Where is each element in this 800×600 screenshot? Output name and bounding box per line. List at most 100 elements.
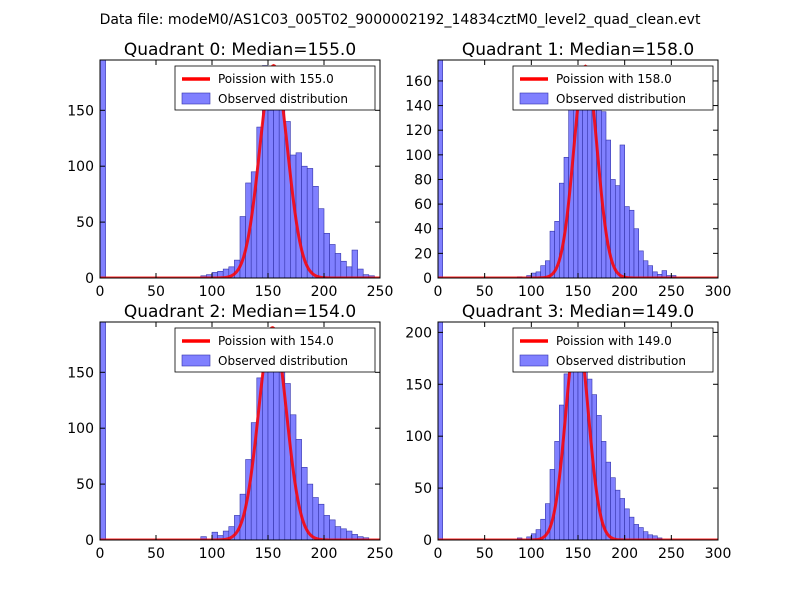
axes-frame xyxy=(99,321,381,541)
legend-bar-swatch xyxy=(519,92,549,105)
quadrant-2-plot-area xyxy=(100,322,380,540)
x-tick-label: 50 xyxy=(147,284,165,300)
histogram-bar xyxy=(329,519,336,540)
x-tick-label: 250 xyxy=(658,546,685,562)
histogram-bar xyxy=(200,536,207,540)
histogram-bar xyxy=(633,524,639,540)
x-tick-label: 200 xyxy=(311,284,338,300)
y-tick-label: 0 xyxy=(85,271,94,287)
x-tick-label: 0 xyxy=(96,546,105,562)
histogram-bar xyxy=(334,253,342,278)
histogram-bar xyxy=(624,508,630,540)
histogram-bar xyxy=(638,250,644,278)
histogram-bar xyxy=(624,206,630,278)
x-tick-label: 300 xyxy=(705,546,732,562)
y-tick-label: 160 xyxy=(405,74,432,90)
quadrant-1-title: Quadrant 1: Median=158.0 xyxy=(462,40,694,60)
quadrant-2-title: Quadrant 2: Median=154.0 xyxy=(124,302,356,322)
y-tick-label: 150 xyxy=(67,365,94,381)
histogram-bar xyxy=(647,265,653,278)
histogram-bar xyxy=(438,322,443,540)
x-tick-label: 150 xyxy=(255,284,282,300)
histogram-bar xyxy=(577,105,583,278)
quadrant-2-panel: 0 50 100 150 200 250 0 50 100 150 Quadrant 2: Medi… xyxy=(67,302,393,562)
x-tick-label: 150 xyxy=(255,546,282,562)
histogram-bar xyxy=(323,515,330,540)
y-tick-label: 40 xyxy=(414,222,432,238)
y-tick-label: 150 xyxy=(405,377,432,393)
histogram-bar xyxy=(559,182,565,278)
x-tick-label: 200 xyxy=(611,546,638,562)
axes-frame xyxy=(99,59,381,279)
x-tick-label: 50 xyxy=(476,546,494,562)
quadrant-0-title: Quadrant 0: Median=155.0 xyxy=(124,40,356,60)
histogram-bar xyxy=(610,477,616,540)
histogram-bar xyxy=(438,60,443,278)
histogram-bar xyxy=(643,260,649,278)
x-tick-label: 100 xyxy=(518,284,545,300)
x-tick-label: 0 xyxy=(96,284,105,300)
histogram-bar xyxy=(267,344,274,540)
legend-poisson-label: Poission with 155.0 xyxy=(218,72,334,86)
quadrant-0-panel: 0 50 100 150 200 250 0 50 100 150 Quadrant 0: Medi… xyxy=(67,40,393,300)
y-tick-label: 50 xyxy=(76,477,94,493)
legend-poisson-label: Poission with 158.0 xyxy=(556,72,672,86)
legend-observed-label: Observed distribution xyxy=(556,92,686,106)
histogram-bar xyxy=(629,516,635,540)
y-tick-label: 150 xyxy=(67,103,94,119)
histogram-bar xyxy=(340,260,347,278)
x-tick-label: 150 xyxy=(565,284,592,300)
x-tick-label: 50 xyxy=(147,546,165,562)
y-tick-label: 60 xyxy=(414,197,432,213)
legend-poisson-label: Poission with 149.0 xyxy=(556,334,672,348)
legend: Poission with 155.0 Observed distribution xyxy=(174,65,376,111)
histogram-bar xyxy=(638,527,644,540)
legend: Poission with 158.0 Observed distribution xyxy=(512,65,714,111)
legend-observed-label: Observed distribution xyxy=(218,354,348,368)
legend-box xyxy=(512,327,714,373)
histogram-bar xyxy=(346,266,353,278)
x-tick-label: 250 xyxy=(367,546,394,562)
histogram-bar xyxy=(318,208,325,278)
y-tick-label: 200 xyxy=(405,325,432,341)
legend-poisson-label: Poission with 154.0 xyxy=(218,334,334,348)
y-tick-label: 50 xyxy=(414,481,432,497)
legend: Poission with 149.0 Observed distribution xyxy=(512,327,714,373)
y-tick-label: 20 xyxy=(414,246,432,262)
y-tick-label: 120 xyxy=(405,123,432,139)
y-tick-label: 80 xyxy=(414,172,432,188)
quadrant-1-panel: 0 50 100 150 200 250 300 0 20 40 60 80 100 120 140 160 Q… xyxy=(405,40,731,300)
histogram-bar xyxy=(629,209,635,278)
legend-observed-label: Observed distribution xyxy=(556,354,686,368)
legend-bar-swatch xyxy=(181,354,211,367)
y-tick-label: 100 xyxy=(405,148,432,164)
histogram-bar xyxy=(318,503,325,540)
histogram-bar xyxy=(605,461,611,540)
x-tick-label: 100 xyxy=(199,284,226,300)
histogram-bar xyxy=(312,497,319,540)
histogram-bar xyxy=(312,186,319,278)
histogram-bar xyxy=(619,144,625,278)
x-tick-label: 100 xyxy=(199,546,226,562)
histogram-bar xyxy=(262,360,269,540)
y-tick-label: 0 xyxy=(85,533,94,549)
x-tick-label: 0 xyxy=(434,546,443,562)
legend-observed-label: Observed distribution xyxy=(218,92,348,106)
y-tick-label: 140 xyxy=(405,99,432,115)
histogram-bar xyxy=(100,322,106,540)
histogram-bar xyxy=(267,110,274,278)
histogram-bar xyxy=(633,228,639,278)
histogram-bar xyxy=(306,168,314,278)
x-tick-label: 250 xyxy=(658,284,685,300)
y-tick-label: 0 xyxy=(423,271,432,287)
figure-suptitle: Data file: modeM0/AS1C03_005T02_90000021… xyxy=(100,12,701,28)
x-tick-label: 200 xyxy=(611,284,638,300)
y-tick-label: 100 xyxy=(405,429,432,445)
x-tick-label: 50 xyxy=(476,284,494,300)
legend: Poission with 154.0 Observed distribution xyxy=(174,327,376,373)
y-tick-label: 100 xyxy=(67,421,94,437)
histogram-bar xyxy=(573,344,579,540)
x-tick-label: 250 xyxy=(367,284,394,300)
